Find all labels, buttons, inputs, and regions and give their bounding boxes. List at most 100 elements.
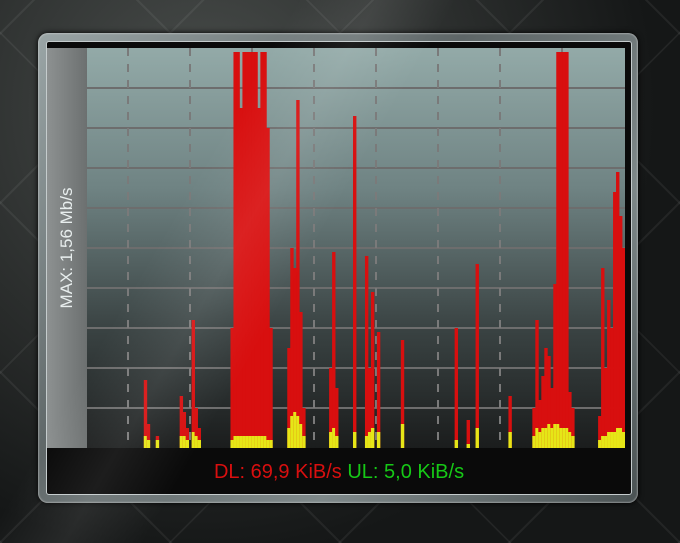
upload-bar: [556, 424, 560, 448]
upload-bar: [616, 428, 620, 448]
upload-speed: UL: 5,0 KiB/s: [347, 461, 465, 483]
download-bar: [532, 408, 536, 448]
download-bar: [266, 128, 270, 448]
upload-bar: [296, 416, 300, 448]
download-bar: [233, 52, 237, 448]
download-bar: [197, 428, 201, 448]
download-bar: [185, 428, 190, 448]
download-bar: [559, 52, 563, 448]
download-bar: [179, 396, 184, 448]
upload-bar: [553, 424, 557, 448]
upload-bar: [146, 440, 151, 448]
upload-bar: [242, 436, 246, 448]
download-bar: [290, 248, 294, 448]
upload-bar: [230, 440, 234, 448]
download-bar: [263, 52, 267, 448]
upload-bar: [179, 436, 184, 448]
traffic-chart: [87, 48, 625, 448]
download-bar: [335, 388, 339, 448]
download-bar: [143, 380, 148, 448]
upload-bar: [571, 436, 575, 448]
upload-bar: [233, 436, 237, 448]
download-bar: [508, 396, 512, 448]
download-speed: DL: 69,9 KiB/s: [213, 461, 342, 483]
upload-bar: [194, 436, 198, 448]
upload-bar: [353, 432, 357, 448]
upload-bar: [248, 436, 252, 448]
upload-bar: [155, 440, 160, 448]
download-bar: [544, 348, 548, 448]
upload-bar: [287, 428, 291, 448]
upload-bar: [182, 436, 187, 448]
upload-bar: [293, 412, 297, 448]
download-bar: [191, 320, 195, 448]
upload-bar: [568, 432, 572, 448]
download-bar: [329, 368, 333, 448]
upload-bar: [143, 436, 148, 448]
upload-bar: [622, 432, 625, 448]
download-bar: [254, 52, 258, 448]
upload-bar: [245, 436, 249, 448]
download-bar: [239, 108, 243, 448]
download-bar: [475, 264, 479, 448]
download-bar: [230, 328, 234, 448]
upload-bar: [454, 440, 459, 448]
download-bar: [260, 52, 264, 448]
upload-bar: [547, 424, 551, 448]
upload-bar: [535, 428, 539, 448]
download-bar: [296, 100, 300, 448]
upload-bar: [299, 424, 303, 448]
gadget-body: MAX: 1,56 Mb/s DL: 69,9 KiB/s UL: 5,0 Ki…: [46, 41, 632, 495]
max-label-strip: MAX: 1,56 Mb/s: [47, 48, 87, 448]
download-bar: [607, 300, 611, 448]
traffic-chart-svg: [87, 48, 625, 448]
upload-bar: [613, 432, 617, 448]
download-bar: [146, 424, 151, 448]
upload-bar: [400, 424, 405, 448]
download-bar: [553, 284, 557, 448]
download-bar: [367, 368, 372, 448]
download-bar: [454, 328, 459, 448]
upload-bar: [607, 432, 611, 448]
download-bar: [376, 332, 381, 448]
download-bar: [194, 408, 198, 448]
speed-status-bar: DL: 69,9 KiB/s UL: 5,0 KiB/s: [47, 452, 631, 492]
download-bar: [562, 52, 566, 448]
upload-bar: [541, 428, 545, 448]
download-bar: [293, 268, 297, 448]
upload-bar: [197, 440, 201, 448]
upload-bar: [185, 440, 190, 448]
download-bar: [601, 268, 605, 448]
upload-bar: [367, 432, 372, 448]
upload-bar: [598, 440, 602, 448]
upload-bar: [257, 436, 261, 448]
upload-bar: [302, 436, 306, 448]
download-bar: [400, 340, 405, 448]
download-bar: [182, 412, 187, 448]
download-bar: [571, 408, 575, 448]
download-bar: [353, 116, 357, 448]
upload-bar: [538, 432, 542, 448]
upload-bar: [376, 432, 381, 448]
upload-bar: [508, 432, 512, 448]
download-bar: [299, 312, 303, 448]
download-bar: [245, 52, 249, 448]
upload-bar: [251, 436, 255, 448]
upload-bar: [269, 440, 273, 448]
upload-bar: [604, 436, 608, 448]
upload-bar: [254, 436, 258, 448]
upload-bar: [329, 432, 333, 448]
download-bar: [535, 320, 539, 448]
download-bar: [613, 192, 617, 448]
download-bar: [332, 252, 336, 448]
download-bar: [550, 388, 554, 448]
upload-bar: [332, 428, 336, 448]
upload-bar: [550, 428, 554, 448]
upload-bar: [619, 428, 623, 448]
download-bar: [466, 420, 470, 448]
network-meter-gadget[interactable]: MAX: 1,56 Mb/s DL: 69,9 KiB/s UL: 5,0 Ki…: [38, 33, 638, 503]
upload-bar: [370, 428, 375, 448]
upload-bar: [532, 436, 536, 448]
download-bar: [619, 216, 623, 448]
download-bar: [568, 392, 572, 448]
